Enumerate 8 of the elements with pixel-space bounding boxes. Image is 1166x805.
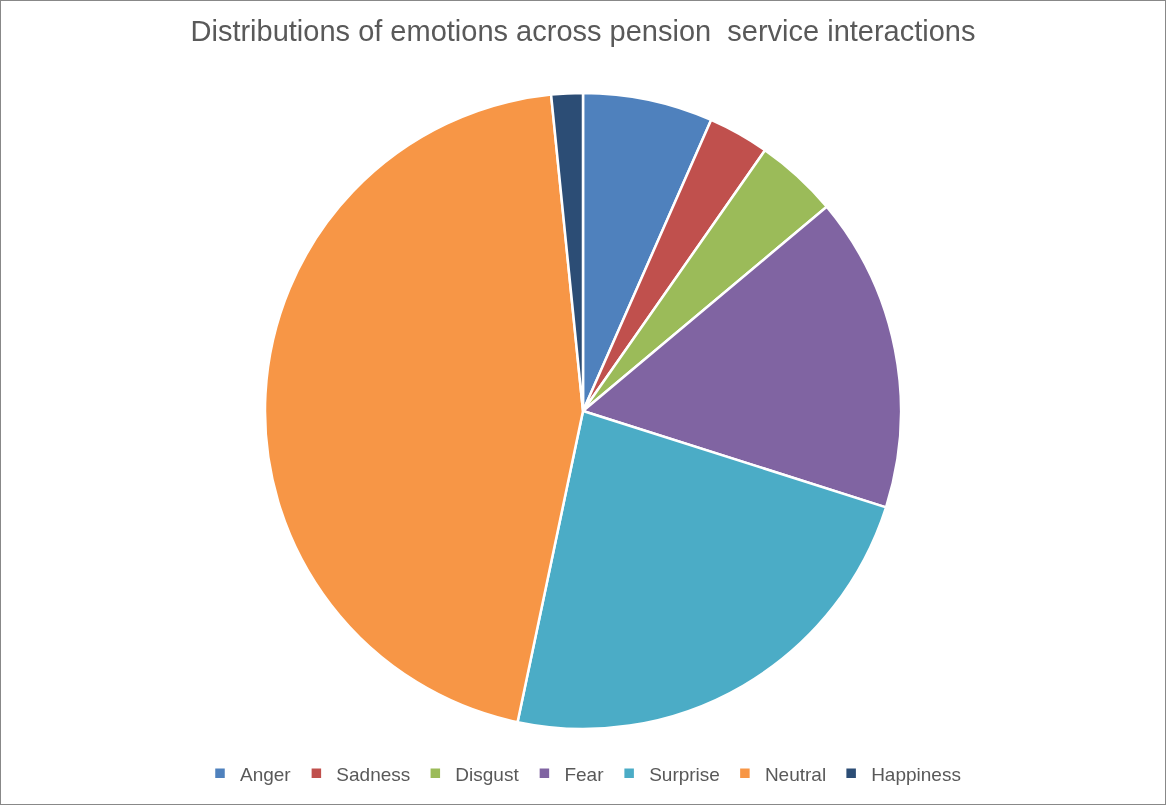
- legend-label: Neutral: [764, 763, 827, 785]
- legend-label: Anger: [240, 763, 292, 785]
- legend-label: Sadness: [336, 763, 411, 785]
- legend-label: Disgust: [455, 763, 520, 785]
- legend-label: Fear: [564, 763, 605, 785]
- chart-title: Distributions of emotions across pension service interactions: [190, 15, 976, 48]
- legend-label: Surprise: [649, 763, 720, 785]
- legend-label: Happiness: [871, 763, 961, 785]
